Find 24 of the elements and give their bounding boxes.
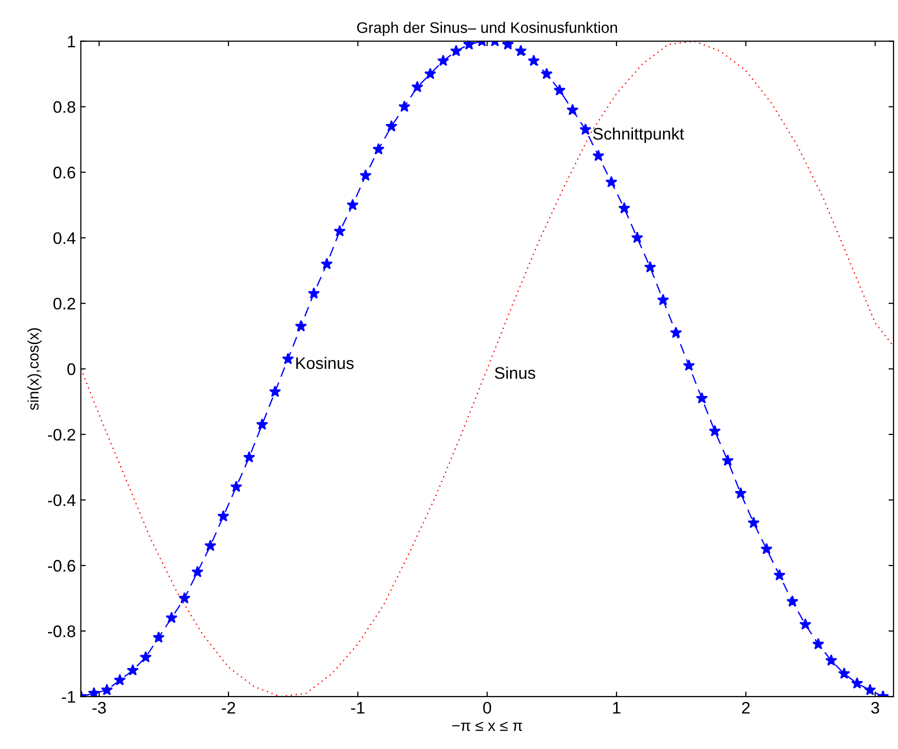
annotation: Kosinus [296, 356, 354, 370]
x-tick-label: 1 [613, 702, 620, 714]
annotation: Sinus [494, 366, 536, 379]
annotation: Schnittpunkt [593, 127, 684, 143]
x-tick-label: 2 [742, 702, 750, 714]
y-tick-label: -0.6 [48, 560, 76, 572]
x-tick-label: -3 [92, 702, 106, 714]
y-tick-label: 0.6 [53, 166, 76, 178]
y-tick-label: -0.4 [48, 494, 76, 506]
y-tick-label: -0.8 [48, 625, 76, 638]
x-tick-label: -1 [351, 702, 364, 714]
chart-title: Graph der Sinus– und Kosinusfunktion [357, 22, 617, 36]
y-tick-label: 0.2 [53, 298, 76, 310]
y-tick-label: 0.4 [53, 232, 76, 244]
x-tick-label: 0 [483, 702, 492, 714]
x-tick-label: 3 [871, 702, 880, 714]
y-tick-label: 1 [68, 36, 76, 48]
x-axis-title: −π ≤ x ≤ π [452, 722, 522, 731]
y-tick-label: -1 [62, 691, 76, 703]
y-tick-label: 0.8 [53, 101, 76, 113]
x-tick-label: -2 [222, 702, 236, 714]
y-axis-title: sin(x),cos(x) [27, 328, 42, 410]
y-tick-label: -0.2 [48, 428, 76, 441]
y-tick-label: 0 [67, 363, 76, 376]
